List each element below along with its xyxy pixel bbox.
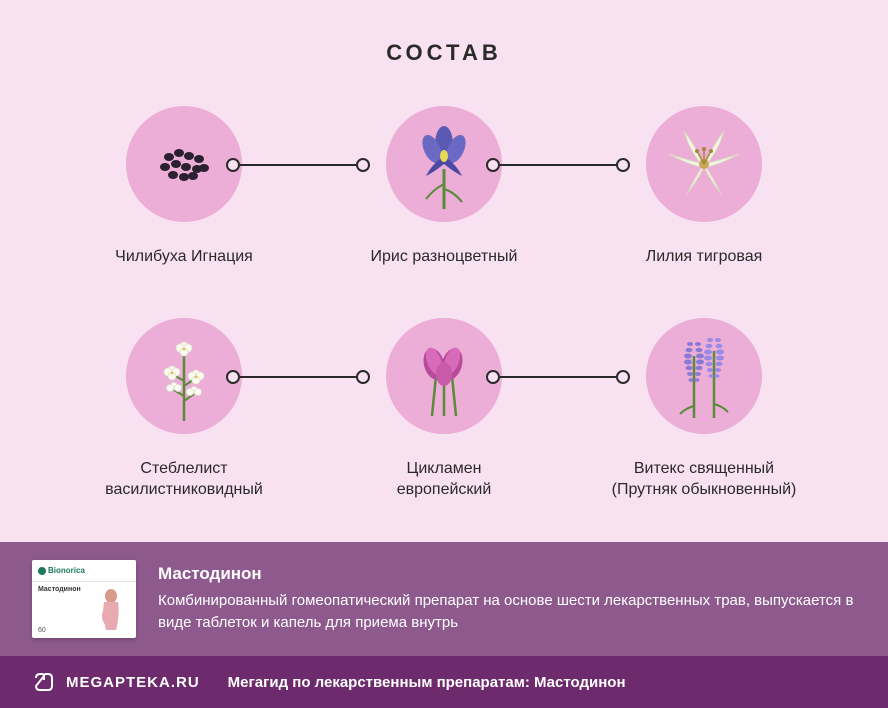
woman-silhouette-icon [94, 588, 128, 632]
cyclamen-icon [404, 326, 484, 426]
ingredient-circle [646, 318, 762, 434]
ingredient-circle [126, 106, 242, 222]
ingredient-item: Цикламеневропейский [314, 318, 574, 501]
seeds-icon [149, 139, 219, 189]
ingredient-label: Чилибуха Игнация [115, 246, 253, 268]
footer-tagline: Мегагид по лекарственным препаратам: Мас… [228, 674, 626, 691]
product-title: Мастодинон [158, 564, 856, 584]
ingredient-item: Лилия тигровая [574, 106, 834, 268]
ingredient-label: Стеблелиствасилистниковидный [105, 458, 263, 501]
ingredient-item: Ирис разноцветный [314, 106, 574, 268]
ingredient-item: Чилибуха Игнация [54, 106, 314, 268]
connector [492, 376, 624, 378]
page-title: СОСТАВ [30, 40, 858, 66]
ingredient-label: Ирис разноцветный [371, 246, 518, 268]
footer-site: MEGAPTEKA.RU [66, 674, 200, 691]
footer-logo: MEGAPTEKA.RU [32, 670, 200, 694]
ingredient-label: Цикламеневропейский [397, 458, 492, 501]
product-description: Комбинированный гомеопатический препарат… [158, 590, 856, 634]
ingredient-circle [386, 318, 502, 434]
vitex-icon [664, 326, 744, 426]
ingredient-circle [386, 106, 502, 222]
connector [232, 164, 364, 166]
ingredients-row-1: Чилибуха Игнация Ирис разноцветный [30, 106, 858, 268]
main-content: СОСТАВ Чил [0, 0, 888, 581]
ingredient-circle [646, 106, 762, 222]
product-bar: Bionorica Мастодинон 60 Мастодинон Комби… [0, 542, 888, 656]
product-brand: Bionorica [38, 566, 85, 575]
footer: MEGAPTEKA.RU Мегагид по лекарственным пр… [0, 656, 888, 708]
white-flowers-icon [144, 326, 224, 426]
ingredient-label: Лилия тигровая [646, 246, 763, 268]
connector [232, 376, 364, 378]
product-box-count: 60 [38, 627, 46, 634]
ingredient-item: Стеблелиствасилистниковидный [54, 318, 314, 501]
ingredient-circle [126, 318, 242, 434]
connector [492, 164, 624, 166]
megapteka-icon [32, 670, 56, 694]
ingredients-row-2: Стеблелиствасилистниковидный Цикламеневр… [30, 318, 858, 501]
product-box-image: Bionorica Мастодинон 60 [32, 560, 136, 638]
iris-icon [404, 114, 484, 214]
lily-icon [659, 119, 749, 209]
ingredient-label: Витекс священный(Прутняк обыкновенный) [612, 458, 797, 501]
ingredient-item: Витекс священный(Прутняк обыкновенный) [574, 318, 834, 501]
